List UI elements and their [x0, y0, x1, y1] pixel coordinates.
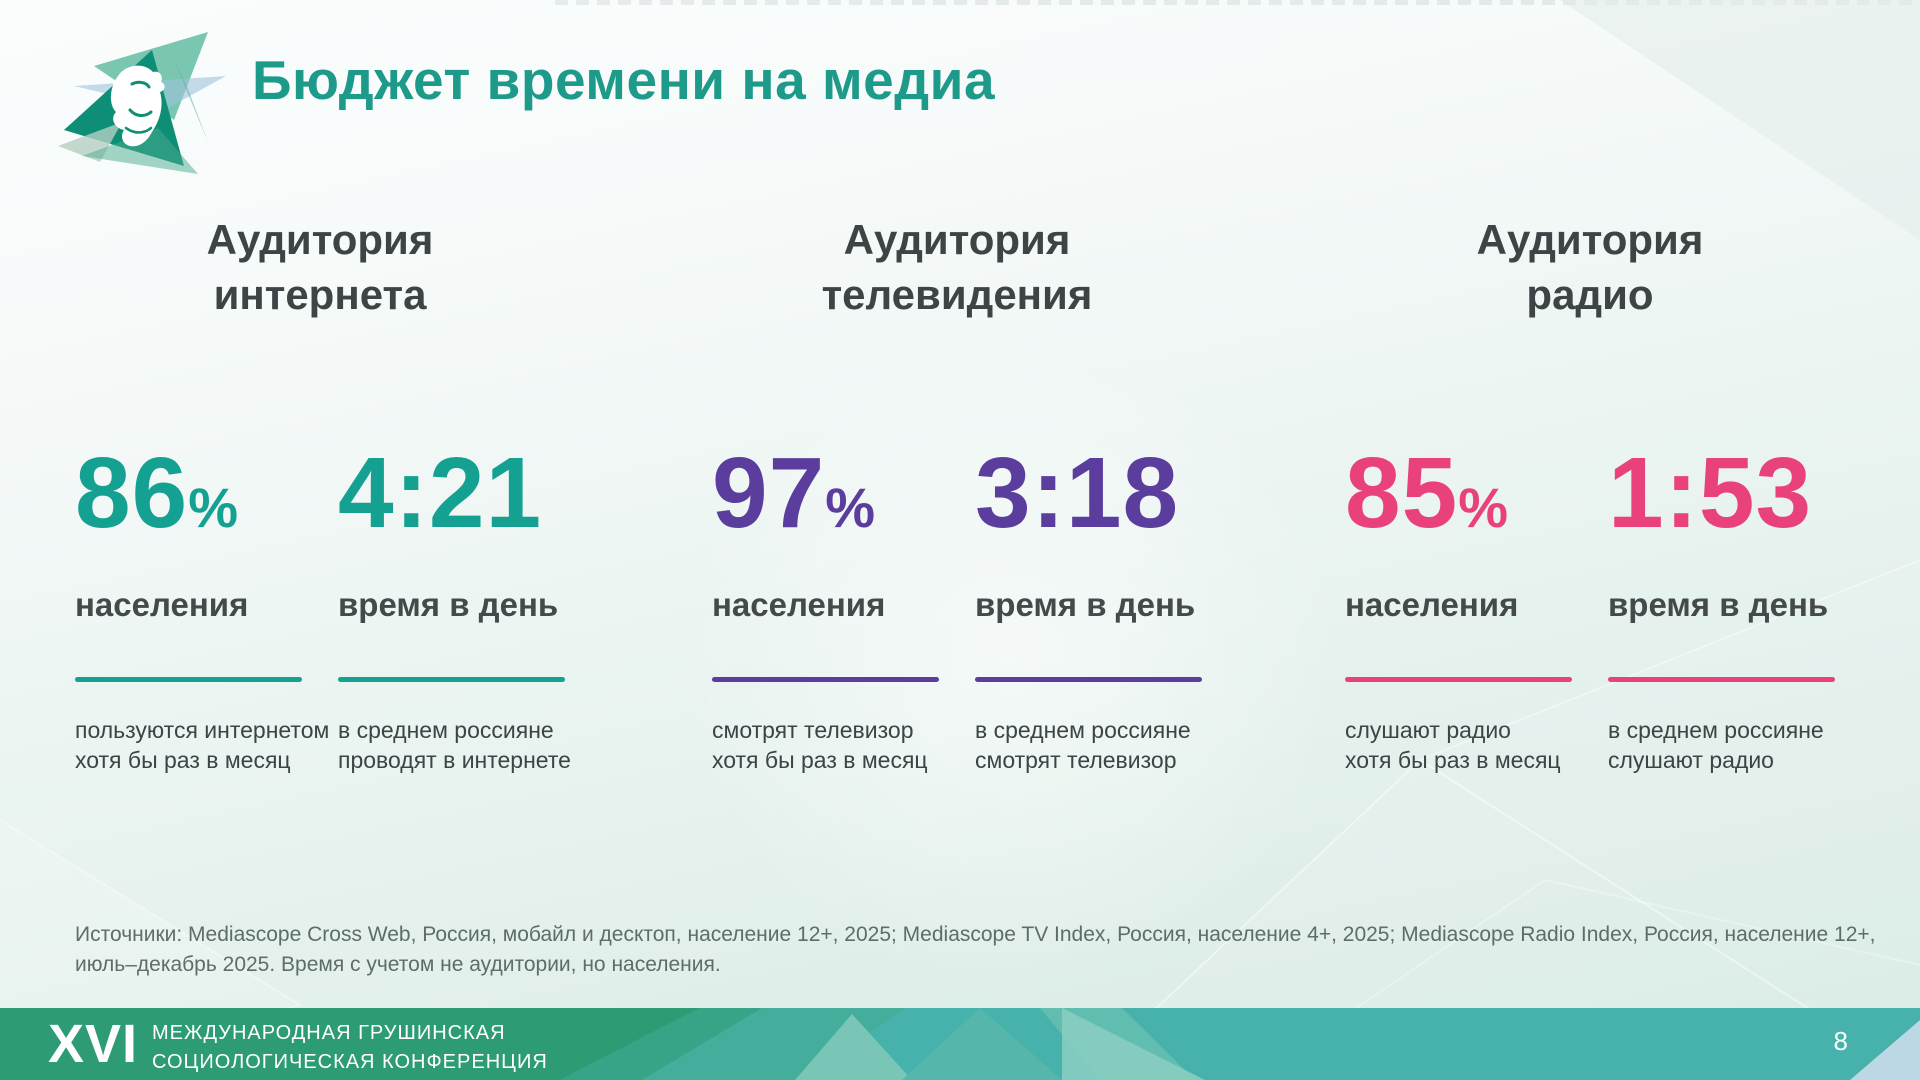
accent-divider [712, 676, 939, 682]
stat-caption: смотрят телевизор хотя бы раз в месяц [712, 716, 928, 774]
stat-caption: в среднем россияне смотрят телевизор [975, 716, 1191, 774]
stat-value: 86% [75, 443, 302, 543]
stat-value: 4:21 [338, 443, 565, 543]
column-radio: Аудитория радио 85% населения слушают ра… [1345, 212, 1835, 773]
footer-facets-graphic [0, 1008, 1920, 1080]
stat-number: 4:21 [338, 437, 543, 549]
accent-divider [975, 676, 1202, 682]
stat-number: 97 [712, 437, 826, 549]
source-note: Источники: Mediascope Cross Web, Россия,… [75, 923, 1876, 977]
percent-sign: % [825, 476, 876, 539]
stat-value: 1:53 [1608, 443, 1835, 543]
column-internet-title: Аудитория интернета [206, 216, 434, 319]
conference-edition: XVI [48, 1014, 139, 1074]
accent-divider [1345, 676, 1572, 682]
stat-radio-time: 1:53 время в день в среднем россияне слу… [1608, 443, 1835, 776]
conference-name-line1: МЕЖДУНАРОДНАЯ ГРУШИНСКАЯ [152, 1022, 506, 1044]
stat-number: 1:53 [1608, 437, 1813, 549]
conference-name-line2: СОЦИОЛОГИЧЕСКАЯ КОНФЕРЕНЦИЯ [152, 1051, 548, 1073]
stat-caption: пользуются интернетом хотя бы раз в меся… [75, 716, 330, 774]
stat-label: время в день [975, 586, 1196, 623]
stat-label: время в день [1608, 586, 1829, 623]
percent-sign: % [1458, 476, 1509, 539]
stat-tv-reach: 97% населения смотрят телевизор хотя бы … [712, 443, 939, 776]
stat-number: 86 [75, 437, 189, 549]
stat-number: 3:18 [975, 437, 1180, 549]
stat-value: 3:18 [975, 443, 1202, 543]
stat-number: 85 [1345, 437, 1459, 549]
stat-internet-reach: 86% населения пользуются интернетом хотя… [75, 443, 329, 776]
stat-label: населения [712, 586, 886, 623]
accent-divider [338, 676, 565, 682]
page-title: Бюджет времени на медиа [252, 49, 996, 111]
stat-value: 85% [1345, 443, 1572, 543]
column-internet: Аудитория интернета 86% населения пользу… [75, 212, 571, 773]
stat-value: 97% [712, 443, 939, 543]
stat-caption: в среднем россияне слушают радио [1608, 716, 1824, 774]
stat-tv-time: 3:18 время в день в среднем россияне смо… [975, 443, 1202, 776]
column-tv-title: Аудитория телевидения [821, 216, 1093, 319]
page-number: 8 [1833, 1026, 1848, 1056]
accent-divider [75, 676, 302, 682]
footer-band: XVI МЕЖДУНАРОДНАЯ ГРУШИНСКАЯ СОЦИОЛОГИЧЕ… [0, 1008, 1920, 1080]
top-crop-artifact [555, 0, 1920, 5]
column-tv: Аудитория телевидения 97% населения смот… [712, 212, 1202, 773]
stat-label: населения [75, 586, 249, 623]
stat-caption: в среднем россияне проводят в интернете [338, 716, 571, 774]
stat-radio-reach: 85% населения слушают радио хотя бы раз … [1345, 443, 1572, 776]
column-radio-title: Аудитория радио [1476, 216, 1704, 319]
conference-logo [58, 32, 226, 174]
stat-label: время в день [338, 586, 559, 623]
stat-internet-time: 4:21 время в день в среднем россияне про… [338, 443, 571, 776]
stat-caption: слушают радио хотя бы раз в месяц [1345, 716, 1561, 774]
percent-sign: % [188, 476, 239, 539]
accent-divider [1608, 676, 1835, 682]
stat-label: населения [1345, 586, 1519, 623]
conference-name: МЕЖДУНАРОДНАЯ ГРУШИНСКАЯ СОЦИОЛОГИЧЕСКАЯ… [152, 1019, 548, 1077]
